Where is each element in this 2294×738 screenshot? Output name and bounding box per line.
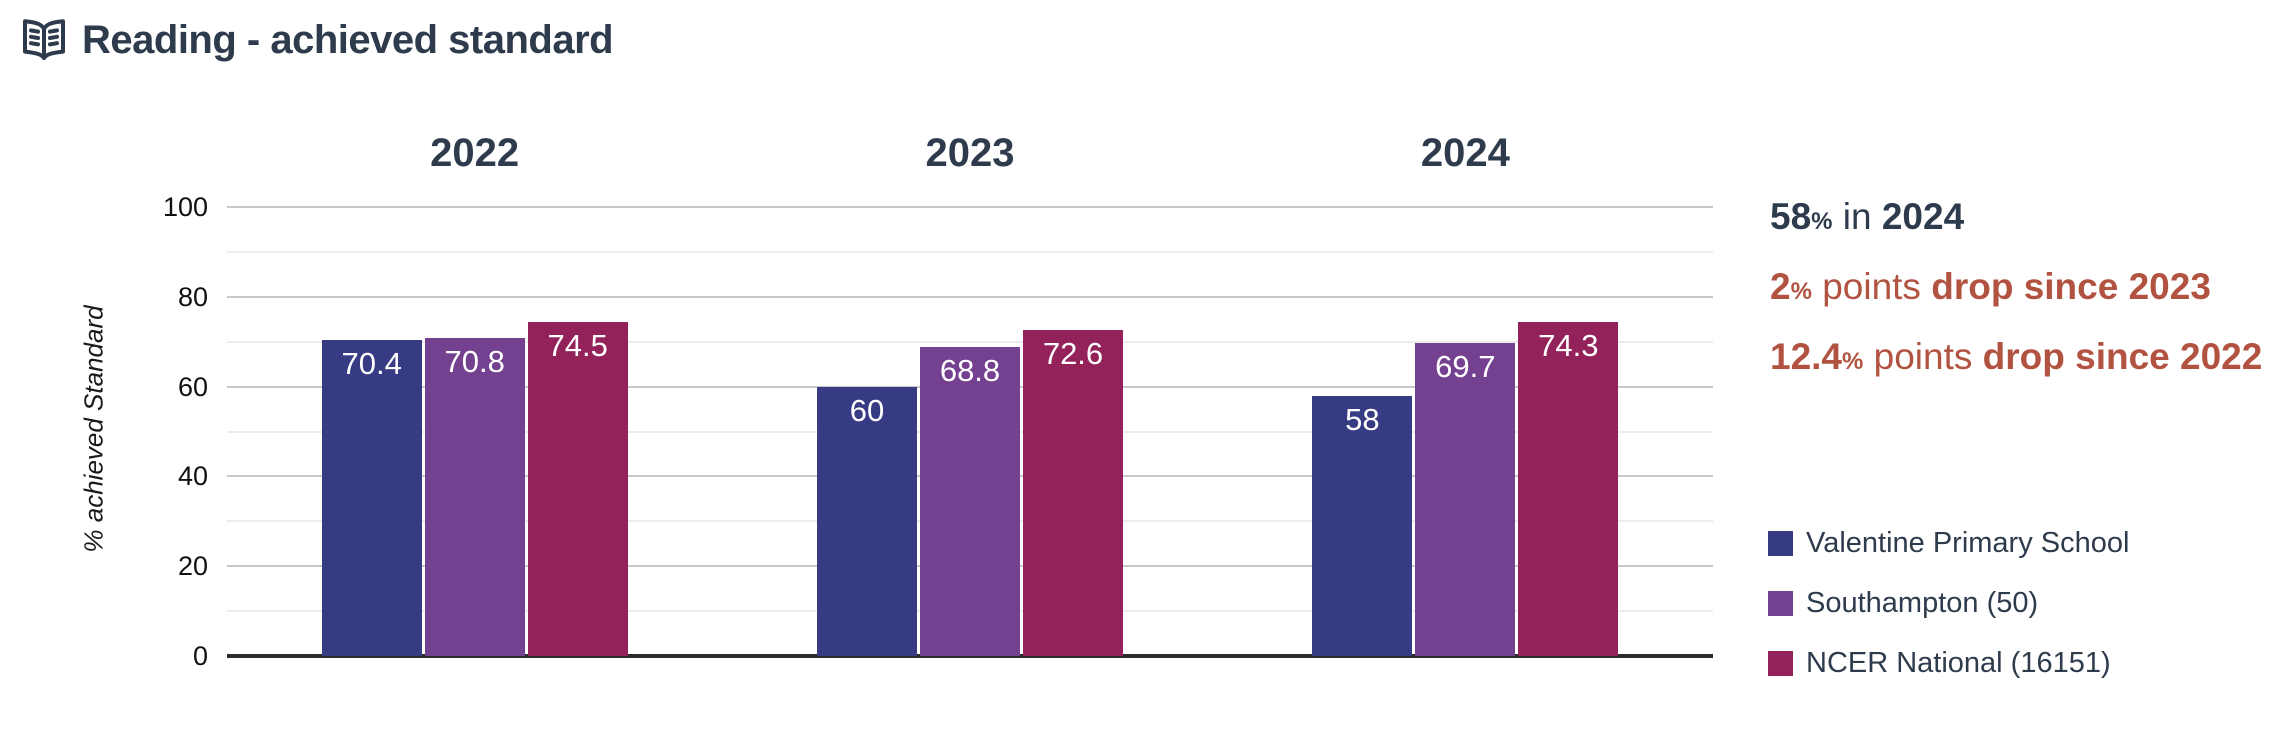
open-book-icon <box>20 16 68 64</box>
percent-sign: % <box>1811 208 1833 235</box>
bar-value-label: 68.8 <box>939 353 1001 389</box>
minor-gridline <box>227 340 1713 343</box>
bar-chart-plot-area: 70.4 70.8 74.5 60 68.8 72.6 58 69.7 74.3 <box>227 206 1713 658</box>
chart-group-title-2024: 2024 <box>1420 131 1510 175</box>
bar-value-label: 60 <box>849 392 885 428</box>
summary-line-drop-2022: 12.4% points drop since 2022 <box>1770 324 2286 394</box>
summary-line-drop-2023: 2% points drop since 2023 <box>1770 254 2286 324</box>
x-axis-line <box>227 654 1713 658</box>
summary-panel: 58% in 2024 2% points drop since 2023 12… <box>1770 184 2286 394</box>
bar-2022-ncer-national-16151: 74.5 <box>527 321 628 656</box>
y-tick-label: 60 <box>177 371 208 402</box>
summary-value: 12.4 <box>1770 336 1843 377</box>
y-axis-tick-labels: 0 20 40 60 80 100 <box>100 194 208 670</box>
y-tick-label: 40 <box>177 461 208 492</box>
bar-value-label: 74.3 <box>1538 328 1599 364</box>
bar-2023-southampton-50: 68.8 <box>920 347 1020 656</box>
bar-2022-valentine-primary-school: 70.4 <box>321 339 422 656</box>
bar-2023-ncer-national-16151: 72.6 <box>1023 330 1123 656</box>
summary-mid-text: points <box>1811 266 1932 307</box>
summary-value: 58 <box>1770 196 1812 237</box>
bar-value-label: 72.6 <box>1042 336 1104 372</box>
bar-2024-southampton-50: 69.7 <box>1415 343 1516 656</box>
major-gridline <box>227 295 1713 298</box>
bar-2024-ncer-national-16151: 74.3 <box>1518 322 1619 656</box>
bar-value-label: 58 <box>1345 401 1380 437</box>
summary-value: 2 <box>1770 266 1791 307</box>
legend-swatch <box>1768 591 1793 616</box>
bar-2024-valentine-primary-school: 58 <box>1312 395 1413 656</box>
summary-tail-text: 2024 <box>1881 196 1965 237</box>
bar-group-2023: 60 68.8 72.6 <box>817 207 1123 656</box>
legend: Valentine Primary School Southampton (50)… <box>1768 527 2129 711</box>
summary-tail-text: drop since 2022 <box>1982 336 2263 377</box>
legend-label: NCER National (16151) <box>1806 647 2111 679</box>
legend-label: Southampton (50) <box>1806 587 2039 619</box>
bar-2022-southampton-50: 70.8 <box>424 338 525 656</box>
percent-sign: % <box>1790 278 1812 305</box>
bar-2023-valentine-primary-school: 60 <box>817 386 917 656</box>
minor-gridline <box>227 250 1713 253</box>
legend-swatch <box>1768 531 1793 556</box>
summary-line-current: 58% in 2024 <box>1770 184 2286 254</box>
bar-group-2022: 70.4 70.8 74.5 <box>321 207 628 656</box>
summary-tail-text: drop since 2023 <box>1931 266 2211 307</box>
bar-value-label: 69.7 <box>1435 349 1496 385</box>
legend-item: Southampton (50) <box>1768 587 2129 619</box>
major-gridline <box>227 206 1713 208</box>
y-tick-label: 0 <box>192 641 208 671</box>
bar-group-2024: 58 69.7 74.3 <box>1312 207 1619 656</box>
chart-group-titles: 2022 2023 2024 <box>227 130 1713 180</box>
bar-value-label: 74.5 <box>547 327 608 363</box>
page-header: Reading - achieved standard <box>20 16 614 64</box>
legend-item: Valentine Primary School <box>1768 527 2129 559</box>
page-title: Reading - achieved standard <box>82 17 614 62</box>
legend-label: Valentine Primary School <box>1806 527 2130 559</box>
bar-value-label: 70.4 <box>341 345 402 381</box>
summary-mid-text: in <box>1832 196 1882 237</box>
y-tick-label: 80 <box>177 281 208 312</box>
chart-group-title-2023: 2023 <box>925 131 1015 175</box>
y-tick-label: 20 <box>177 551 208 582</box>
legend-swatch <box>1768 651 1793 676</box>
legend-item: NCER National (16151) <box>1768 647 2129 679</box>
bar-value-label: 70.8 <box>444 344 505 380</box>
percent-sign: % <box>1842 348 1864 375</box>
summary-mid-text: points <box>1863 336 1983 377</box>
y-tick-label: 100 <box>162 192 208 222</box>
chart-group-title-2022: 2022 <box>430 131 520 175</box>
